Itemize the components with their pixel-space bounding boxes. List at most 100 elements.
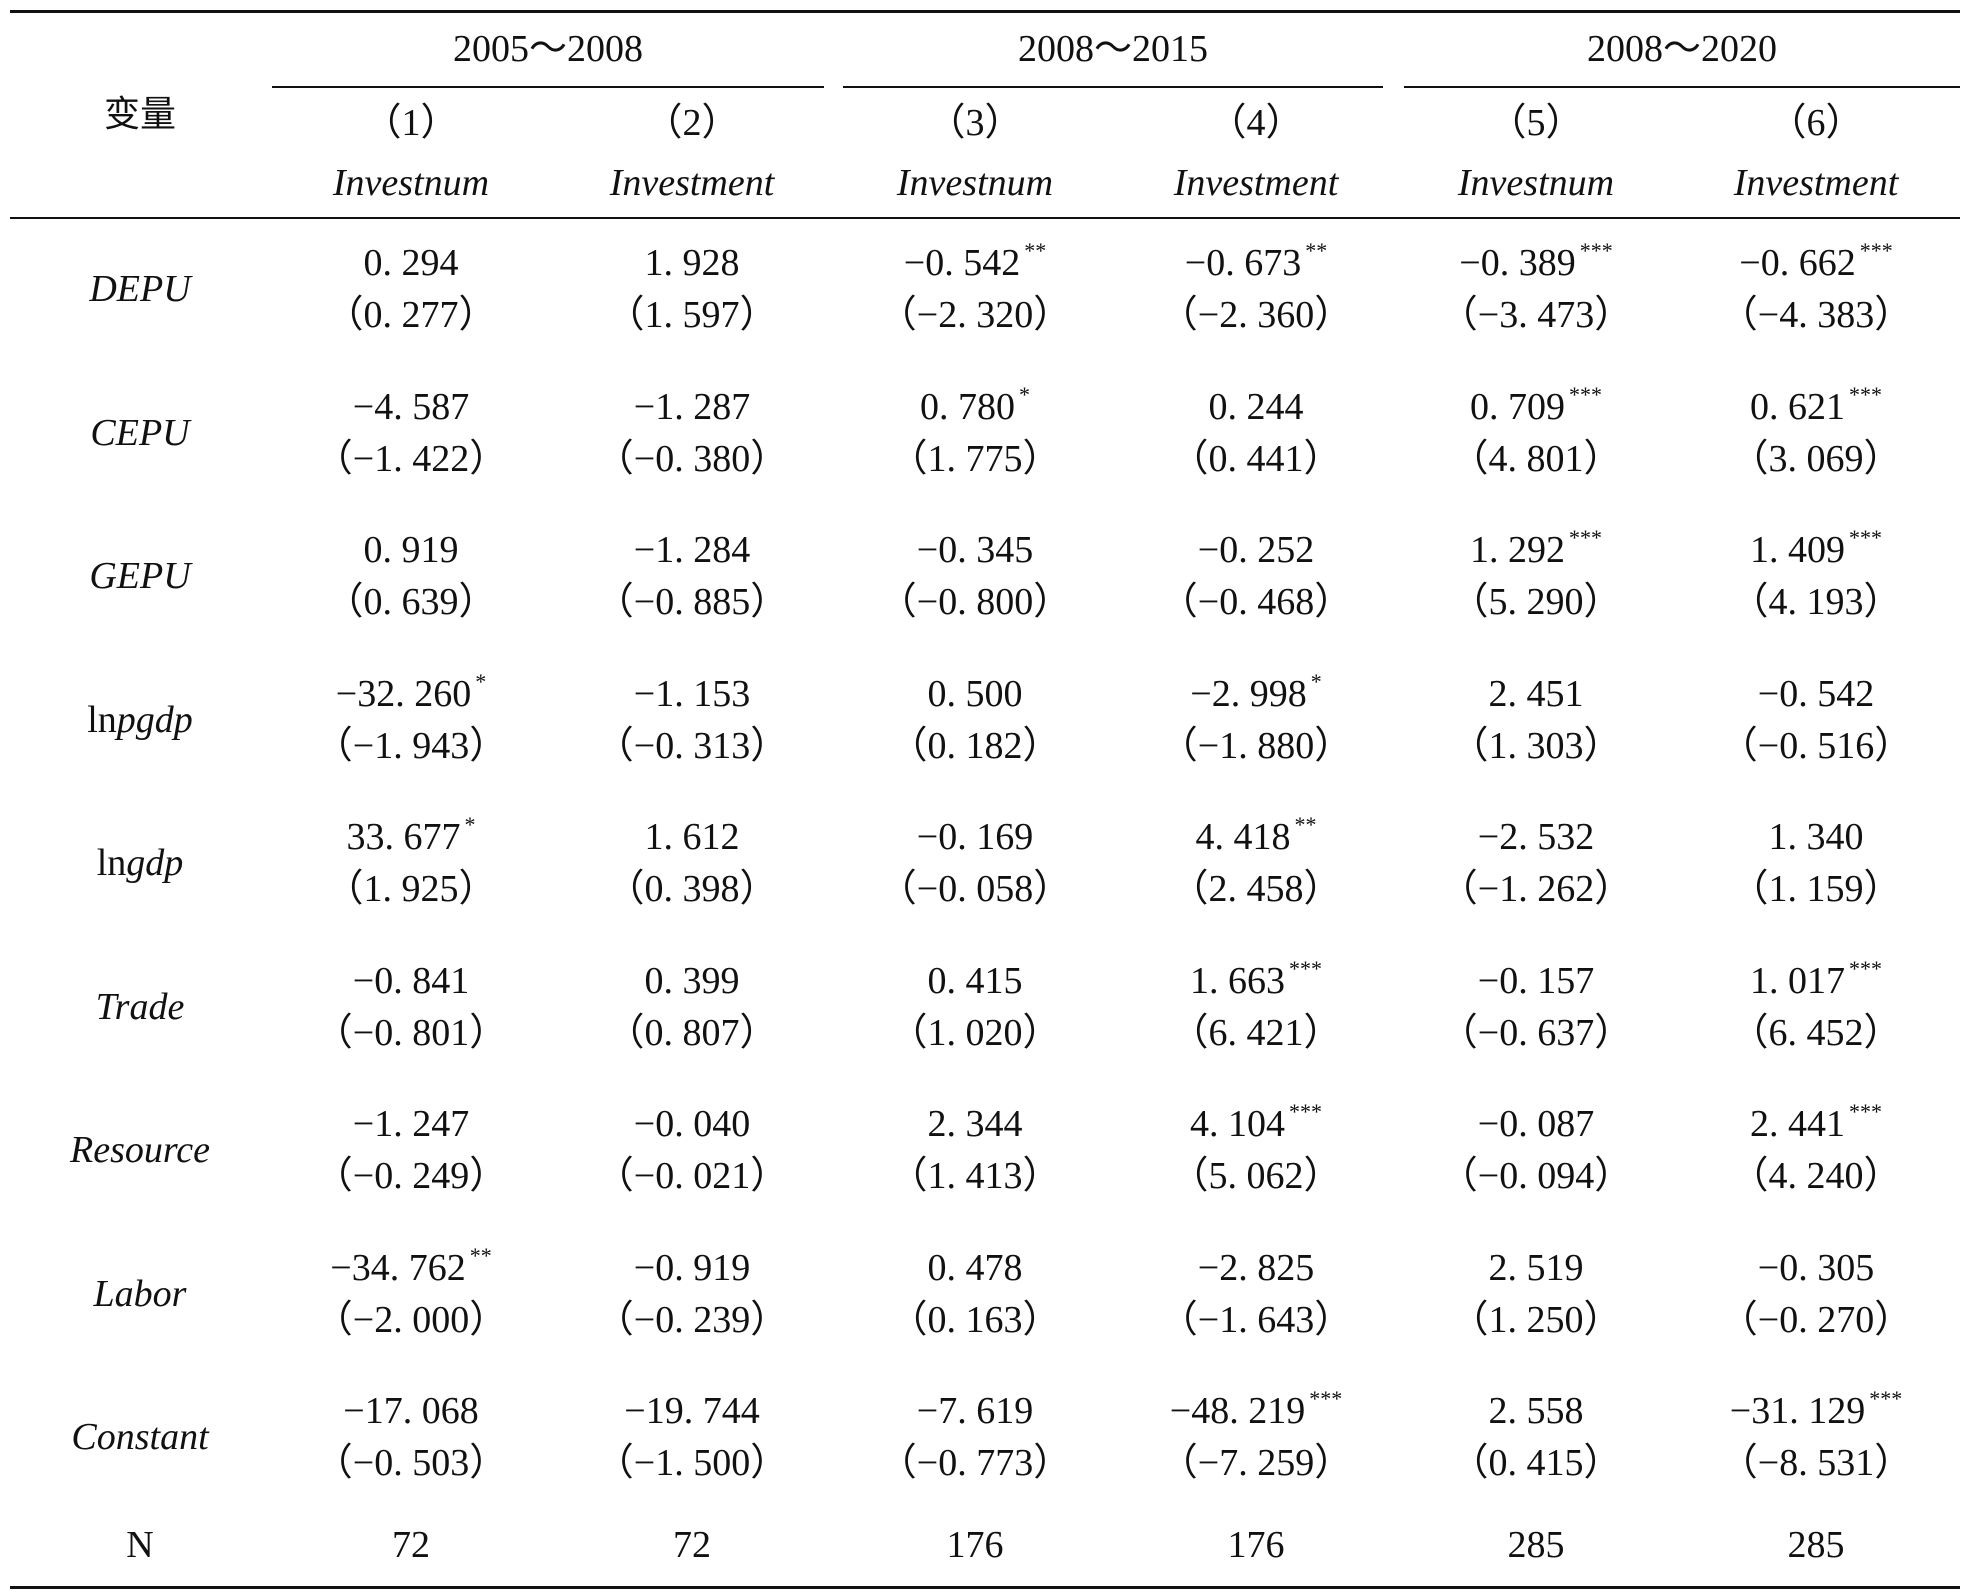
coefficient-value: 1. 017 <box>1750 959 1845 1002</box>
row-label: CEPU <box>90 411 190 454</box>
column-number-5: （5） <box>1488 102 1584 144</box>
coefficient-value: 0. 621 <box>1750 385 1845 428</box>
coefficient-cell: 4. 104 *** <box>1121 1099 1391 1152</box>
significance-stars: *** <box>1579 238 1613 263</box>
coefficient-cell: 0. 919 <box>276 527 546 573</box>
coefficient-value: 2. 558 <box>1488 1390 1584 1432</box>
t-statistic-cell: （1. 925） <box>325 868 497 910</box>
period-group-2005-2008: 2005～2008 <box>452 28 643 70</box>
significance-stars: *** <box>1849 1099 1882 1124</box>
t-statistic-cell: （1. 303） <box>1450 724 1622 767</box>
bottom-rule <box>10 1586 1960 1589</box>
t-statistic-cell: （−2. 320） <box>878 294 1072 336</box>
row-label: GEPU <box>89 555 191 597</box>
coefficient-value: 1. 663 <box>1190 959 1285 1002</box>
coefficient-value: −2. 532 <box>1477 816 1595 858</box>
t-statistic-cell: （1. 250） <box>1450 1298 1622 1341</box>
t-statistic-cell: （−0. 058） <box>878 868 1072 910</box>
coefficient-value: 0. 294 <box>363 242 459 284</box>
coefficient-value: 1. 340 <box>1768 816 1864 858</box>
coefficient-cell: −0. 252 <box>1121 527 1391 573</box>
coefficient-cell: −2. 998 * <box>1121 669 1391 722</box>
row-label: Labor <box>93 1272 187 1315</box>
coefficient-value: −0. 252 <box>1197 529 1315 571</box>
coefficient-cell: 2. 519 <box>1401 1245 1671 1291</box>
t-statistic-cell: （6. 421） <box>1170 1011 1342 1054</box>
t-statistic-cell: （0. 398） <box>606 868 778 910</box>
group-rule-3 <box>1404 86 1960 88</box>
coefficient-cell: −0. 169 <box>840 814 1110 860</box>
row-label-prefix: ln <box>87 698 117 741</box>
t-statistic-cell: （−1. 943） <box>314 724 508 767</box>
observation-count: 72 <box>673 1524 711 1566</box>
top-rule <box>10 10 1960 13</box>
period-group-2008-2020: 2008～2020 <box>1586 28 1777 70</box>
t-statistic-cell: （−0. 773） <box>878 1442 1072 1484</box>
t-statistic-cell: （−1. 643） <box>1159 1298 1353 1341</box>
significance-stars: *** <box>1289 1099 1322 1124</box>
coefficient-value: −0. 305 <box>1757 1246 1875 1289</box>
coefficient-value: −0. 345 <box>916 529 1034 571</box>
row-label: DEPU <box>89 268 191 310</box>
t-statistic-cell: （−1. 880） <box>1159 724 1353 767</box>
coefficient-cell: −1. 247 <box>276 1101 546 1147</box>
coefficient-cell: 4. 418 ** <box>1121 812 1391 865</box>
significance-stars: * <box>464 812 476 837</box>
t-statistic-cell: （6. 452） <box>1730 1011 1902 1054</box>
t-statistic-cell: （−1. 500） <box>595 1442 789 1484</box>
coefficient-value: 4. 104 <box>1190 1103 1285 1145</box>
t-statistic-cell: （3. 069） <box>1730 437 1902 480</box>
significance-stars: *** <box>1309 1386 1343 1411</box>
column-number-2: （2） <box>644 102 740 144</box>
t-statistic-cell: （1. 597） <box>606 294 778 336</box>
significance-stars: *** <box>1569 525 1602 550</box>
coefficient-cell: −1. 153 <box>557 671 827 717</box>
column-number-4: （4） <box>1208 102 1304 144</box>
t-statistic-cell: （−0. 800） <box>878 581 1072 623</box>
coefficient-value: −0. 542 <box>903 242 1021 284</box>
coefficient-cell: 2. 558 <box>1401 1388 1671 1434</box>
observation-count: 285 <box>1507 1524 1565 1566</box>
coefficient-cell: 1. 663 *** <box>1121 956 1391 1009</box>
t-statistic-cell: （−2. 000） <box>314 1298 508 1341</box>
t-statistic-cell: （4. 193） <box>1730 581 1902 623</box>
coefficient-cell: −48. 219 *** <box>1121 1386 1391 1439</box>
t-statistic-cell: （0. 415） <box>1450 1442 1622 1484</box>
coefficient-value: 0. 709 <box>1470 385 1565 428</box>
column-number-1: （1） <box>363 102 459 144</box>
t-statistic-cell: （5. 062） <box>1170 1155 1342 1197</box>
coefficient-cell: −0. 157 <box>1401 958 1671 1004</box>
coefficient-value: −1. 287 <box>633 385 751 428</box>
coefficient-cell: 2. 344 <box>840 1101 1110 1147</box>
significance-stars: ** <box>1024 238 1047 263</box>
significance-stars: ** <box>1305 238 1328 263</box>
coefficient-value: 0. 500 <box>927 672 1023 715</box>
coefficient-cell: 1. 612 <box>557 814 827 860</box>
coefficient-value: −4. 587 <box>352 385 470 428</box>
t-statistic-cell: （0. 277） <box>325 294 497 336</box>
t-statistic-cell: （−0. 270） <box>1719 1298 1913 1341</box>
coefficient-cell: −1. 284 <box>557 527 827 573</box>
coefficient-value: −0. 673 <box>1184 242 1302 284</box>
t-statistic-cell: （−0. 021） <box>595 1155 789 1197</box>
coefficient-cell: −19. 744 <box>557 1388 827 1434</box>
coefficient-cell: 0. 621 *** <box>1681 382 1951 435</box>
t-statistic-cell: （−0. 468） <box>1159 581 1353 623</box>
t-statistic-cell: （1. 413） <box>889 1155 1061 1197</box>
t-statistic-cell: （−2. 360） <box>1159 294 1353 336</box>
row-label: Constant <box>71 1416 209 1458</box>
coefficient-value: −0. 542 <box>1757 672 1875 715</box>
group-rule-1 <box>272 86 824 88</box>
t-statistic-cell: （0. 182） <box>889 724 1061 767</box>
t-statistic-cell: （1. 020） <box>889 1011 1061 1054</box>
coefficient-cell: 1. 017 *** <box>1681 956 1951 1009</box>
t-statistic-cell: （−0. 885） <box>595 581 789 623</box>
coefficient-value: −31. 129 <box>1729 1390 1866 1432</box>
coefficient-cell: 1. 409 *** <box>1681 525 1951 578</box>
dependent-variable-1: Investnum <box>332 162 490 204</box>
group-rule-2 <box>843 86 1383 88</box>
t-statistic-cell: （4. 240） <box>1730 1155 1902 1197</box>
coefficient-value: 2. 441 <box>1750 1103 1845 1145</box>
column-number-3: （3） <box>927 102 1023 144</box>
